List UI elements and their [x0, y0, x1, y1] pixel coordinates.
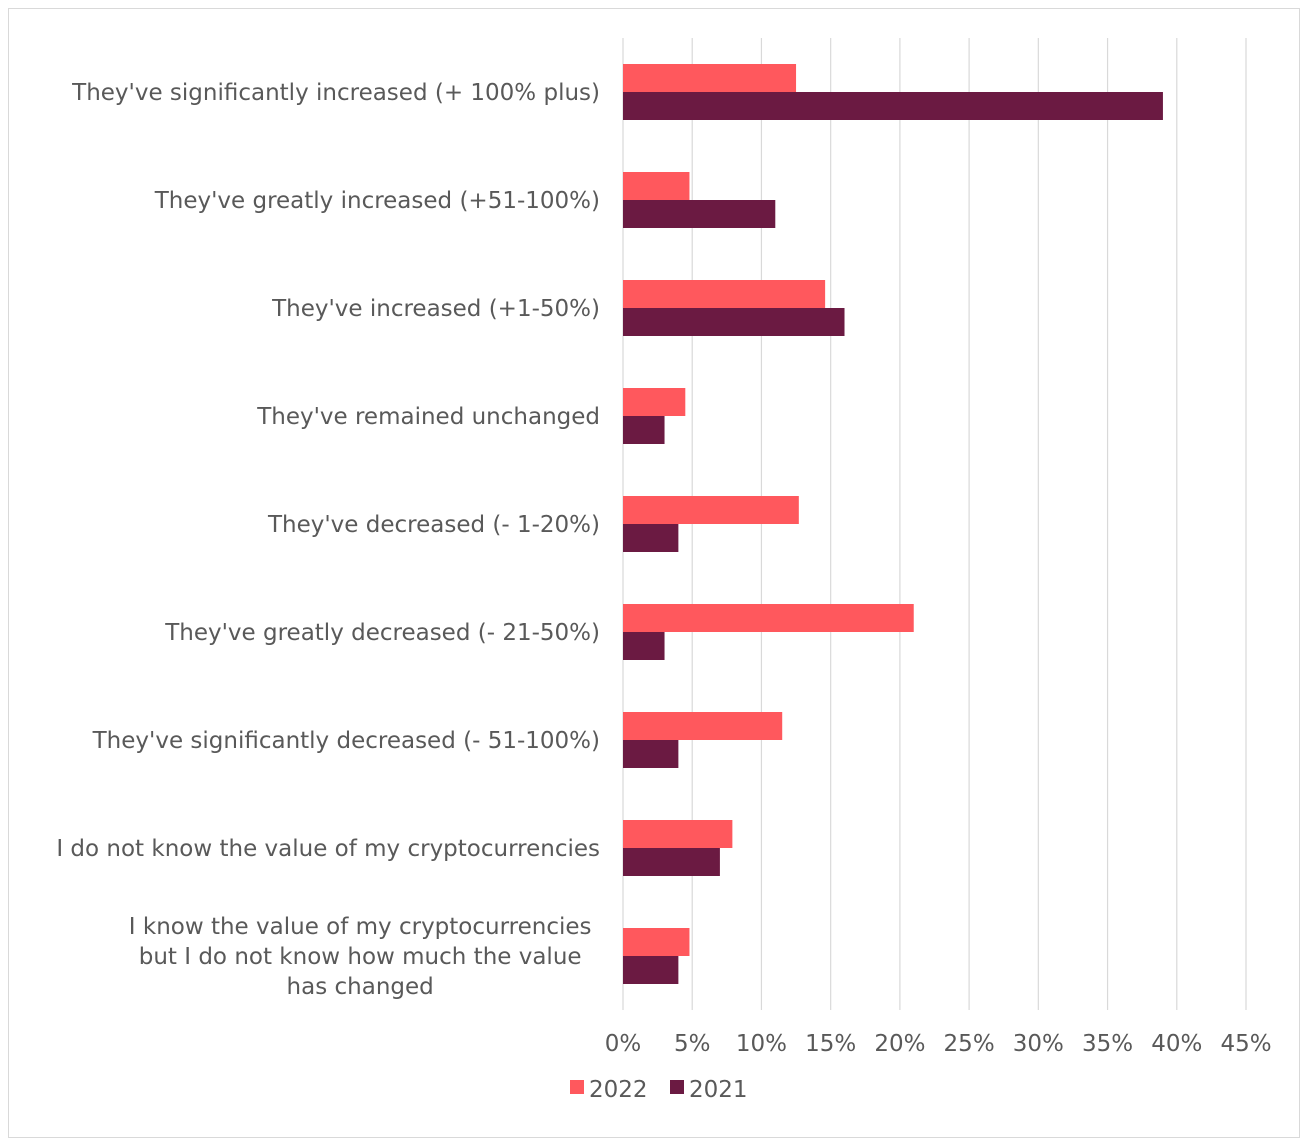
bar-2021: [623, 200, 776, 228]
x-tick-label: 30%: [1013, 1031, 1064, 1057]
x-tick-label: 35%: [1082, 1031, 1133, 1057]
x-tick-label: 0%: [605, 1031, 642, 1057]
bar-2022: [623, 388, 686, 416]
x-tick-label: 45%: [1220, 1031, 1271, 1057]
x-tick-label: 10%: [736, 1031, 787, 1057]
legend-label-2022: 2022: [589, 1077, 648, 1103]
category-label: They've increased (+1-50%): [271, 296, 600, 322]
bar-2022: [623, 712, 783, 740]
category-label: They've significantly decreased (- 51-10…: [92, 728, 600, 754]
category-label: I know the value of my cryptocurrencies b…: [129, 914, 592, 1000]
x-tick-label: 20%: [874, 1031, 925, 1057]
bar-2021: [623, 632, 665, 660]
bar-2022: [623, 928, 690, 956]
legend-swatch-2021: [670, 1080, 684, 1094]
bar-2022: [623, 604, 914, 632]
bar-2022: [623, 496, 799, 524]
x-axis-ticks: 0% 5% 10% 15% 20% 25% 30% 35% 40% 45%: [605, 1031, 1272, 1057]
x-tick-label: 15%: [805, 1031, 856, 1057]
bar-2021: [623, 308, 845, 336]
bar-2021: [623, 956, 679, 984]
category-label: I do not know the value of my cryptocurr…: [56, 836, 600, 862]
category-label: They've greatly decreased (- 21-50%): [164, 620, 600, 646]
bar-2022: [623, 280, 826, 308]
category-label: They've greatly increased (+51-100%): [154, 188, 600, 214]
bar-2021: [623, 740, 679, 768]
bars: [623, 64, 1163, 984]
bar-2021: [623, 416, 665, 444]
bar-2021: [623, 848, 720, 876]
category-label: They've decreased (- 1-20%): [267, 512, 600, 538]
bar-2022: [623, 820, 733, 848]
bar-2021: [623, 92, 1163, 120]
category-labels: They've significantly increased (+ 100% …: [56, 80, 600, 1000]
category-label: They've remained unchanged: [256, 404, 600, 430]
x-tick-label: 5%: [674, 1031, 711, 1057]
category-label: They've significantly increased (+ 100% …: [71, 80, 600, 106]
bar-2022: [623, 172, 690, 200]
bar-2022: [623, 64, 797, 92]
x-tick-label: 25%: [944, 1031, 995, 1057]
legend-label-2021: 2021: [689, 1077, 748, 1103]
bar-2021: [623, 524, 679, 552]
legend: 2022 2021: [570, 1077, 748, 1103]
x-tick-label: 40%: [1151, 1031, 1202, 1057]
legend-swatch-2022: [570, 1080, 584, 1094]
